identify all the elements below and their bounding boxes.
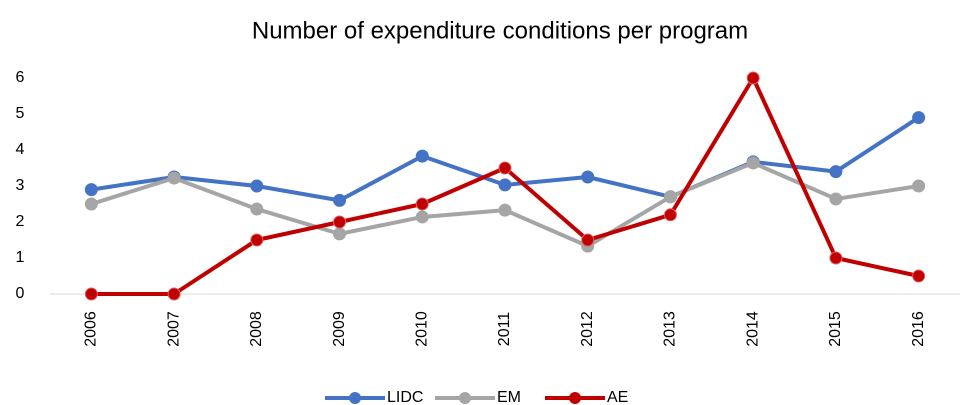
x-tick-label: 2015	[827, 311, 844, 347]
point	[167, 171, 181, 185]
point	[333, 215, 347, 229]
x-tick-label: 2012	[579, 311, 596, 347]
y-tick-label: 0	[16, 285, 25, 302]
point	[415, 197, 429, 211]
point	[333, 227, 347, 241]
legend-label: AE	[607, 389, 628, 405]
point	[498, 178, 512, 192]
point	[581, 170, 595, 184]
point	[498, 203, 512, 217]
x-tick-label: 2011	[496, 312, 513, 347]
y-tick-label: 5	[16, 105, 25, 122]
point	[829, 251, 843, 265]
chart-title: Number of expenditure conditions per pro…	[252, 17, 748, 44]
point	[498, 161, 512, 175]
point	[581, 233, 595, 247]
point	[333, 193, 347, 207]
point	[84, 197, 98, 211]
legend-marker	[349, 392, 361, 404]
y-tick-label: 1	[16, 249, 25, 266]
point	[167, 287, 181, 301]
point	[912, 111, 926, 125]
point	[746, 156, 760, 170]
x-tick-label: 2010	[413, 311, 430, 347]
point	[84, 287, 98, 301]
y-tick-label: 6	[16, 69, 25, 86]
point	[829, 192, 843, 206]
x-tick-label: 2013	[662, 311, 679, 347]
point	[912, 269, 926, 283]
x-tick-label: 2006	[83, 311, 100, 347]
x-tick-label: 2007	[165, 311, 182, 347]
x-tick-label: 2009	[331, 311, 348, 347]
y-tick-label: 2	[16, 213, 25, 230]
point	[829, 165, 843, 179]
legend-label: EM	[497, 389, 521, 405]
x-tick-label: 2014	[744, 311, 761, 347]
point	[663, 190, 677, 204]
point	[746, 71, 760, 85]
x-tick-label: 2008	[248, 311, 265, 347]
legend-marker	[459, 392, 471, 404]
legend-label: LIDC	[387, 389, 423, 405]
point	[415, 210, 429, 224]
y-tick-label: 4	[16, 141, 25, 158]
x-tick-label: 2016	[910, 311, 927, 347]
point	[250, 179, 264, 193]
point	[415, 149, 429, 163]
legend-marker	[569, 392, 581, 404]
y-tick-label: 3	[16, 177, 25, 194]
point	[912, 179, 926, 193]
point	[663, 208, 677, 222]
point	[84, 183, 98, 197]
point	[250, 233, 264, 247]
point	[250, 202, 264, 216]
